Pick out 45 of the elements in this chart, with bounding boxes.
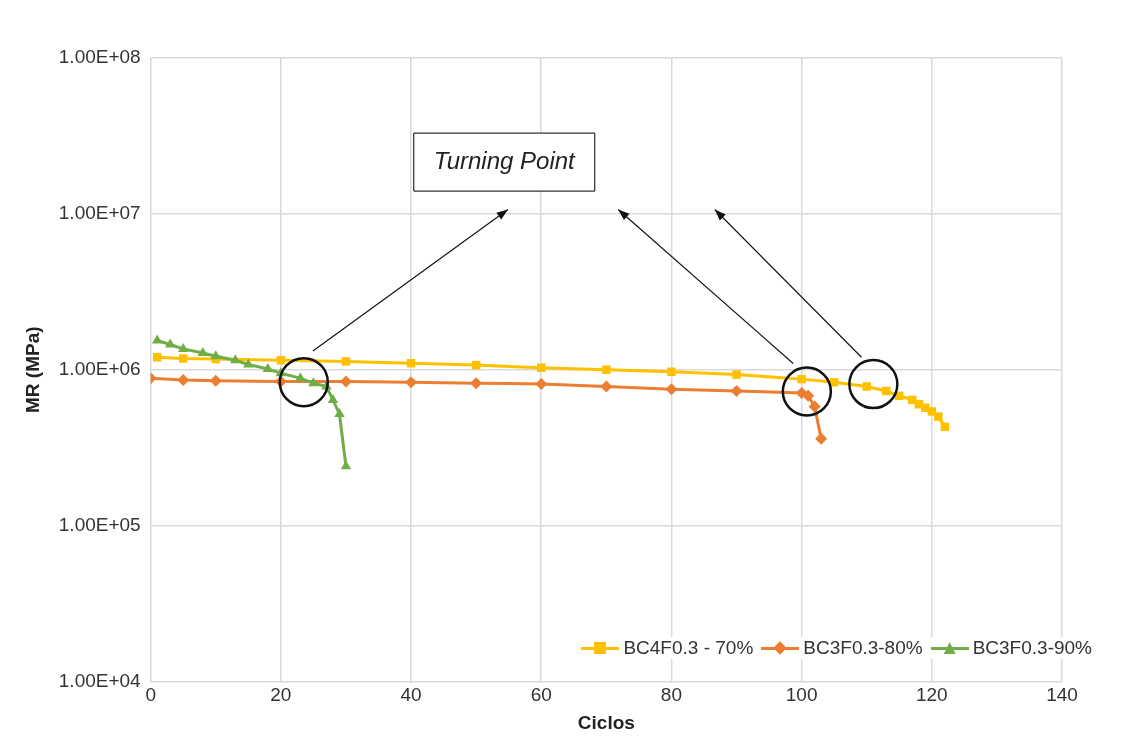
x-tick-label: 140 (1046, 684, 1078, 706)
point (178, 354, 188, 363)
point (537, 363, 546, 372)
y-tick-label: 1.00E+07 (58, 202, 141, 224)
point (295, 372, 306, 382)
point (230, 354, 241, 364)
point (178, 342, 189, 352)
y-axis-title: MR (MPa) (21, 326, 43, 413)
point (308, 377, 319, 387)
point (340, 460, 352, 470)
legend-label: BC3F0.3-90% (972, 637, 1092, 659)
point (895, 391, 904, 401)
legend-label: BC3F0.3-80% (803, 637, 923, 659)
point (934, 412, 943, 421)
legend-label: BC4F0.3 - 70% (623, 637, 754, 659)
point (797, 374, 806, 384)
point (862, 382, 871, 391)
x-axis-title: Ciclos (577, 711, 635, 733)
point (334, 407, 345, 417)
annotation: Turning Point (433, 146, 577, 174)
x-tick-label: 120 (915, 684, 948, 706)
x-tick-label: 20 (270, 684, 292, 706)
point (808, 400, 821, 413)
y-tick-label: 1.00E+06 (58, 357, 141, 379)
point (210, 350, 221, 360)
point (667, 367, 676, 376)
x-tick-label: 40 (400, 684, 422, 706)
x-tick-label: 60 (530, 684, 552, 706)
point (829, 378, 839, 387)
x-tick-label: 80 (660, 684, 683, 706)
point (341, 357, 351, 366)
x-tick-label: 0 (145, 684, 156, 706)
x-tick-label: 100 (785, 684, 818, 706)
point (730, 385, 743, 397)
point (732, 370, 741, 379)
point (197, 346, 208, 356)
y-tick-label: 1.00E+08 (58, 46, 141, 68)
point (165, 338, 176, 348)
y-tick-label: 1.00E+05 (58, 513, 141, 535)
y-tick-label: 1.00E+04 (58, 669, 142, 691)
point (600, 380, 613, 393)
point (815, 432, 828, 445)
point (152, 353, 162, 362)
point (602, 365, 611, 374)
point (327, 393, 339, 403)
